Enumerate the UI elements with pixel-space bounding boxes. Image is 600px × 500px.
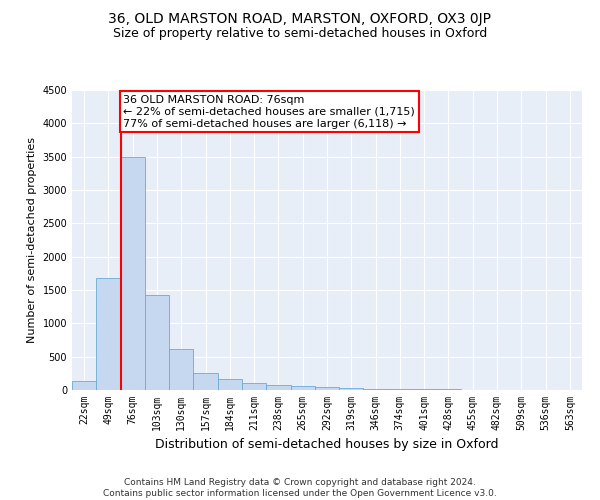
Text: Contains HM Land Registry data © Crown copyright and database right 2024.
Contai: Contains HM Land Registry data © Crown c…: [103, 478, 497, 498]
Bar: [266, 384, 290, 390]
X-axis label: Distribution of semi-detached houses by size in Oxford: Distribution of semi-detached houses by …: [155, 438, 499, 452]
Bar: [339, 388, 364, 390]
Bar: [169, 348, 193, 390]
Text: Size of property relative to semi-detached houses in Oxford: Size of property relative to semi-detach…: [113, 28, 487, 40]
Bar: [72, 382, 96, 390]
Text: 36, OLD MARSTON ROAD, MARSTON, OXFORD, OX3 0JP: 36, OLD MARSTON ROAD, MARSTON, OXFORD, O…: [109, 12, 491, 26]
Bar: [96, 278, 121, 390]
Bar: [145, 294, 169, 390]
Bar: [121, 156, 145, 390]
Text: 36 OLD MARSTON ROAD: 76sqm
← 22% of semi-detached houses are smaller (1,715)
77%: 36 OLD MARSTON ROAD: 76sqm ← 22% of semi…: [124, 96, 415, 128]
Bar: [193, 374, 218, 390]
Bar: [388, 389, 412, 390]
Bar: [218, 380, 242, 390]
Y-axis label: Number of semi-detached properties: Number of semi-detached properties: [27, 137, 37, 343]
Bar: [364, 388, 388, 390]
Bar: [242, 383, 266, 390]
Bar: [315, 388, 339, 390]
Bar: [290, 386, 315, 390]
